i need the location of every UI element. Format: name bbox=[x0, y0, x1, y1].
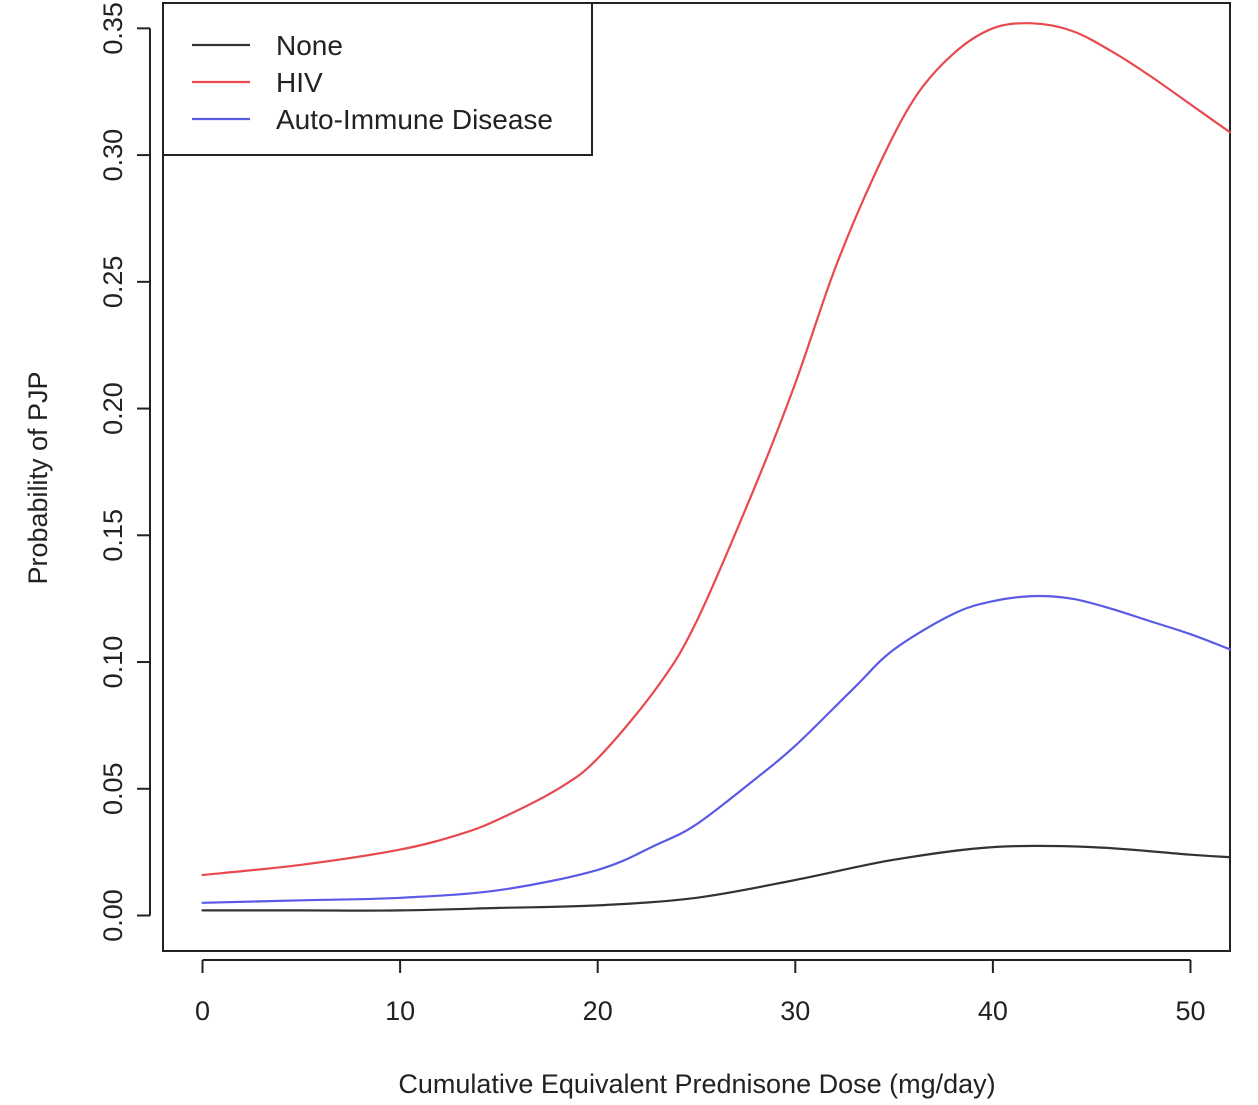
legend: None HIV Auto-Immune Disease bbox=[162, 2, 593, 156]
x-tick-label: 20 bbox=[583, 996, 613, 1026]
x-tick-label: 10 bbox=[385, 996, 415, 1026]
series-line-2 bbox=[201, 594, 1232, 904]
x-axis-title: Cumulative Equivalent Prednisone Dose (m… bbox=[398, 1069, 995, 1099]
series-line-0 bbox=[201, 844, 1232, 912]
plot-frame bbox=[162, 2, 1231, 952]
x-tick-label: 50 bbox=[1175, 996, 1205, 1026]
y-tick-label: 0.25 bbox=[98, 256, 128, 309]
y-tick-label: 0.05 bbox=[98, 762, 128, 815]
legend-label: HIV bbox=[276, 67, 323, 98]
series-line-1 bbox=[201, 22, 1232, 877]
legend-label: None bbox=[276, 30, 343, 61]
x-tick-label: 30 bbox=[780, 996, 810, 1026]
x-tick-label: 0 bbox=[195, 996, 210, 1026]
y-tick-label: 0.15 bbox=[98, 509, 128, 562]
y-tick-label: 0.20 bbox=[98, 382, 128, 435]
y-axis-title: Probability of PJP bbox=[23, 371, 53, 584]
y-tick-label: 0.35 bbox=[98, 2, 128, 55]
legend-box bbox=[162, 2, 593, 156]
x-axis: 0 10 20 30 40 50 bbox=[195, 959, 1206, 1026]
y-tick-label: 0.30 bbox=[98, 129, 128, 182]
y-tick-label: 0.00 bbox=[98, 889, 128, 942]
legend-label: Auto-Immune Disease bbox=[276, 104, 553, 135]
series-layer bbox=[201, 22, 1232, 912]
y-axis: 0.00 0.05 0.10 0.15 0.20 0.25 0.30 0.35 bbox=[98, 2, 151, 942]
x-tick-label: 40 bbox=[978, 996, 1008, 1026]
y-tick-label: 0.10 bbox=[98, 636, 128, 689]
